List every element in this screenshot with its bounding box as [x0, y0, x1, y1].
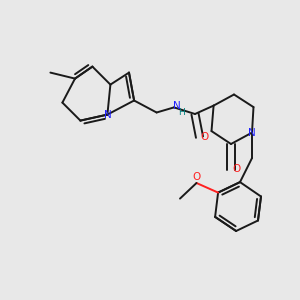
Text: O: O: [201, 132, 209, 142]
Text: O: O: [192, 172, 201, 182]
Text: N: N: [103, 110, 111, 120]
Text: N: N: [172, 101, 180, 111]
Text: O: O: [232, 164, 241, 175]
Text: H: H: [178, 108, 185, 117]
Text: N: N: [248, 128, 256, 138]
